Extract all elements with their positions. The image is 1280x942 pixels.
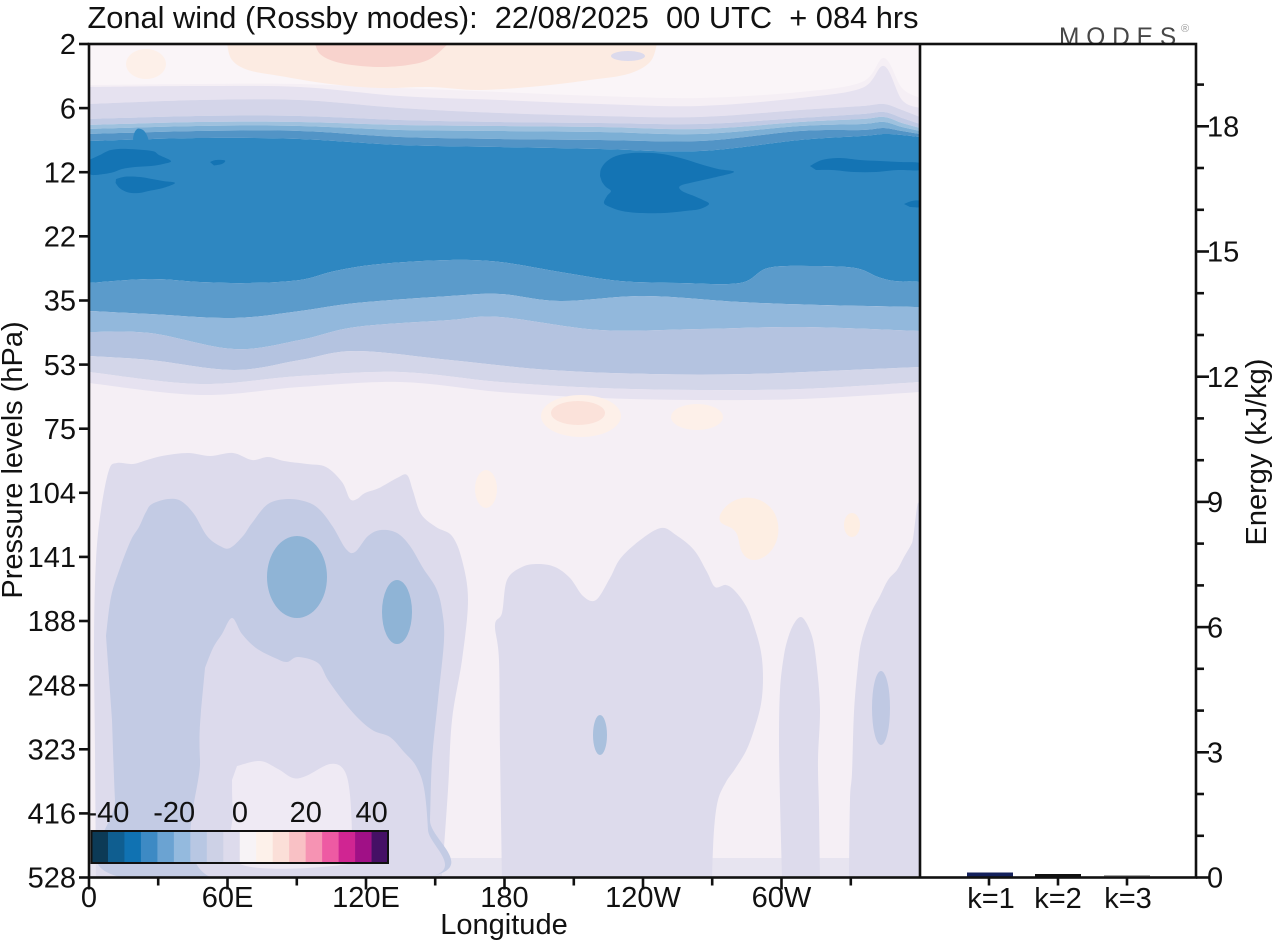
svg-text:60W: 60W: [752, 882, 812, 914]
svg-text:20: 20: [290, 797, 322, 829]
svg-text:2: 2: [60, 29, 76, 61]
svg-text:0: 0: [232, 797, 248, 829]
svg-text:248: 248: [28, 670, 76, 702]
svg-text:12: 12: [1207, 362, 1239, 394]
svg-text:120E: 120E: [332, 882, 400, 914]
svg-text:Pressure levels (hPa): Pressure levels (hPa): [0, 321, 29, 598]
svg-text:323: 323: [28, 735, 76, 767]
svg-text:MODES: MODES: [1059, 23, 1183, 51]
svg-text:35: 35: [44, 286, 76, 318]
svg-text:Longitude: Longitude: [440, 909, 567, 941]
svg-text:9: 9: [1207, 487, 1223, 519]
svg-text:60E: 60E: [202, 882, 254, 914]
svg-text:k=1: k=1: [967, 883, 1015, 915]
svg-text:Energy (kJ/kg): Energy (kJ/kg): [1241, 359, 1273, 546]
svg-text:40: 40: [355, 797, 387, 829]
svg-text:-20: -20: [153, 797, 195, 829]
svg-text:Zonal wind (Rossby modes): 22: Zonal wind (Rossby modes): 22/08/2025 00…: [87, 0, 918, 35]
svg-text:104: 104: [28, 478, 76, 510]
svg-text:0: 0: [81, 882, 97, 914]
svg-text:416: 416: [28, 799, 76, 831]
svg-text:-40: -40: [87, 797, 129, 829]
svg-text:6: 6: [1207, 612, 1223, 644]
svg-text:141: 141: [28, 542, 76, 574]
svg-text:15: 15: [1207, 237, 1239, 269]
svg-text:75: 75: [44, 414, 76, 446]
svg-text:12: 12: [44, 157, 76, 189]
svg-text:3: 3: [1207, 738, 1223, 770]
svg-text:528: 528: [28, 863, 76, 895]
svg-text:53: 53: [44, 350, 76, 382]
svg-text:22: 22: [44, 222, 76, 254]
svg-text:188: 188: [28, 606, 76, 638]
svg-text:k=2: k=2: [1034, 883, 1082, 915]
svg-text:k=3: k=3: [1104, 883, 1152, 915]
svg-text:6: 6: [60, 93, 76, 125]
svg-text:120W: 120W: [605, 882, 681, 914]
svg-text:0: 0: [1207, 863, 1223, 895]
svg-text:18: 18: [1207, 112, 1239, 144]
svg-text:180: 180: [480, 882, 528, 914]
svg-text:®: ®: [1181, 23, 1189, 35]
